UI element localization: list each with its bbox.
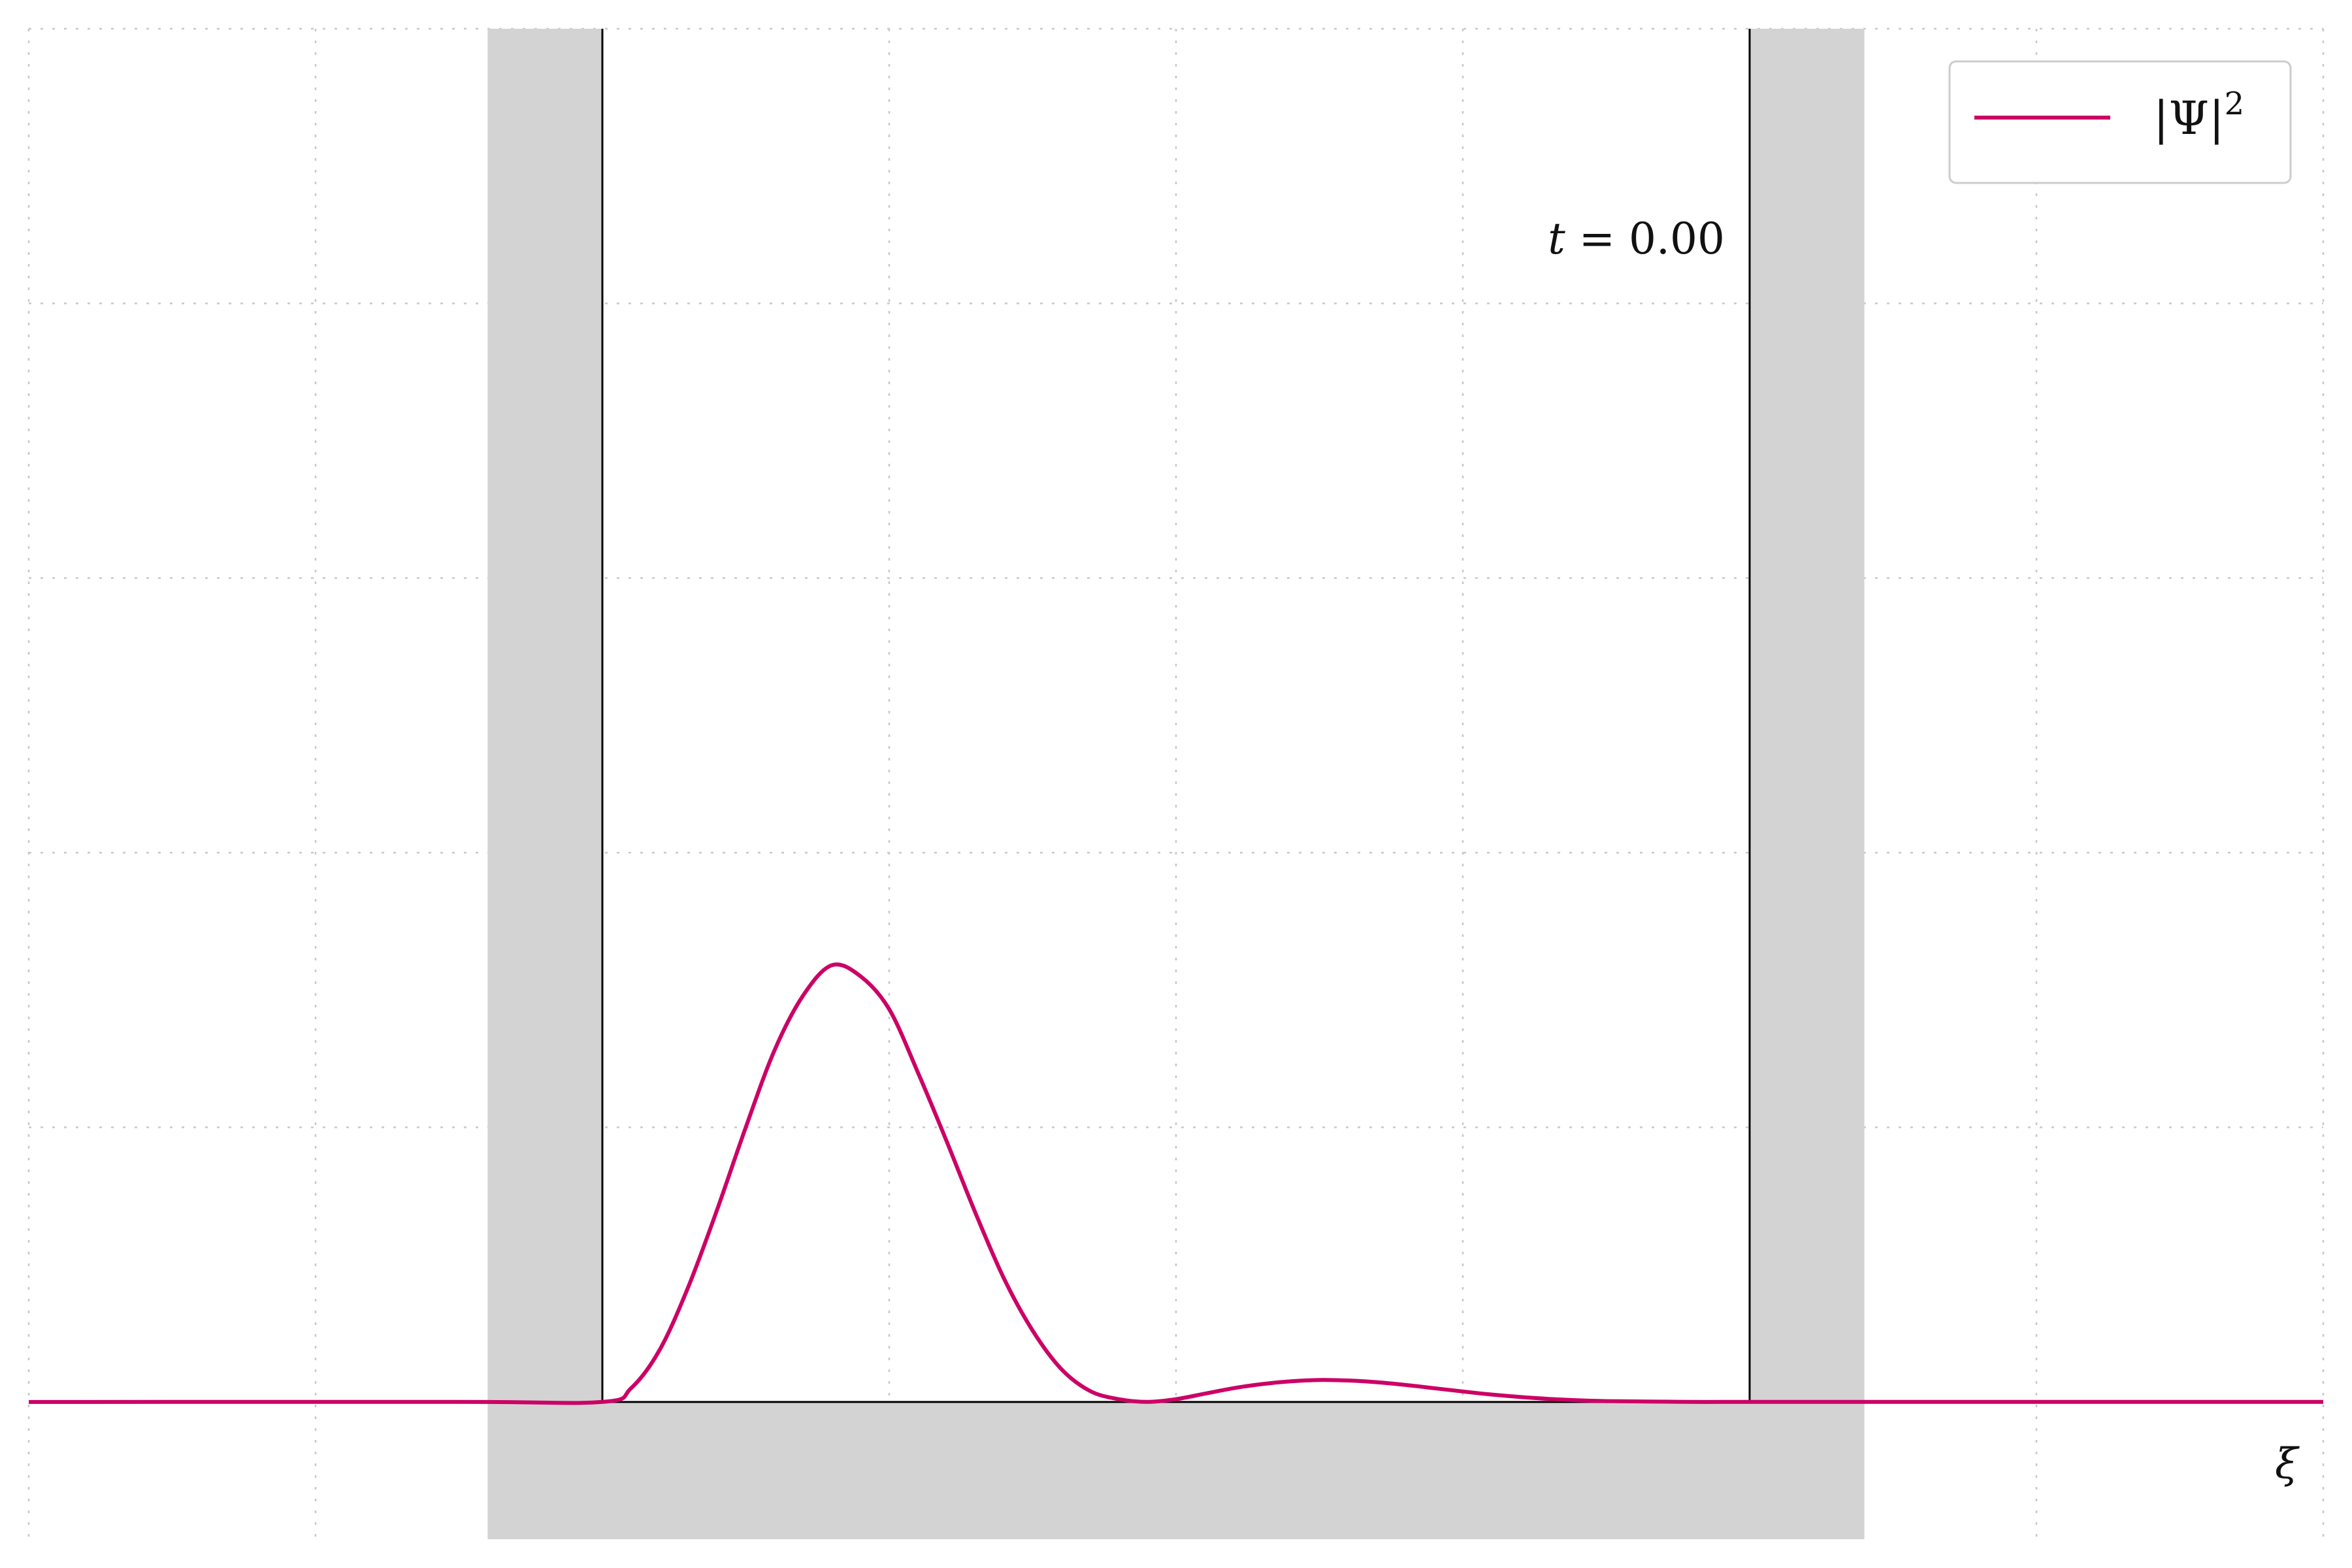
time-annotation: t = 0.00 — [1548, 214, 1725, 264]
legend-box — [1948, 60, 2292, 184]
x-axis-label: ξ — [2275, 1440, 2300, 1488]
left-barrier — [487, 29, 602, 1539]
well-outline — [601, 29, 1751, 1403]
right-barrier — [1750, 29, 1865, 1539]
well-floor — [602, 1401, 1750, 1539]
series-layer — [28, 962, 2323, 1405]
grid — [27, 27, 2325, 1539]
legend: |Ψ|2 — [1948, 60, 2292, 184]
series-line-psi-squared — [28, 962, 2323, 1405]
legend-label: |Ψ|2 — [2153, 86, 2244, 145]
potential-well — [487, 29, 1865, 1539]
